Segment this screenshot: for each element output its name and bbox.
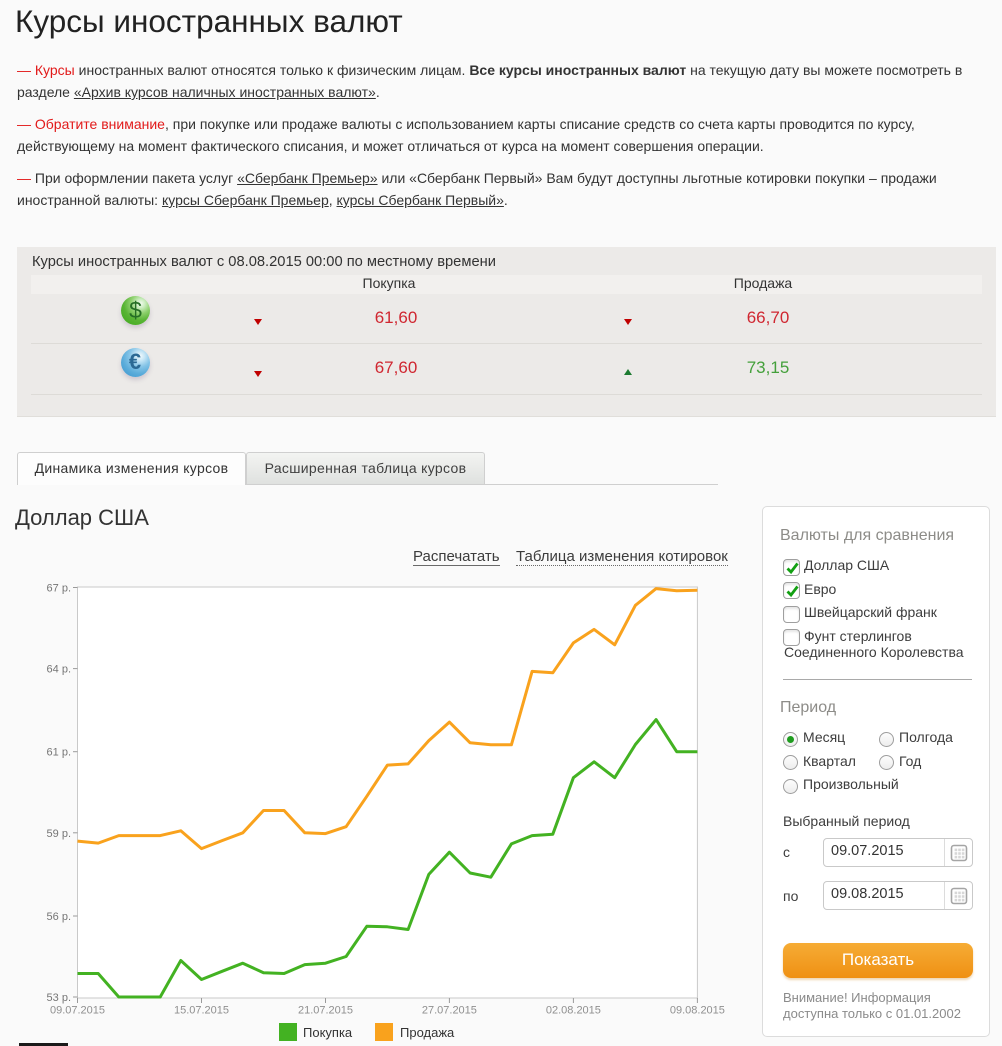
svg-text:15.07.2015: 15.07.2015 <box>174 1005 229 1017</box>
svg-text:27.07.2015: 27.07.2015 <box>422 1005 477 1017</box>
svg-text:Покупка: Покупка <box>303 1025 353 1040</box>
svg-text:67 р.: 67 р. <box>47 583 71 595</box>
svg-text:21.07.2015: 21.07.2015 <box>298 1005 353 1017</box>
svg-text:09.08.2015: 09.08.2015 <box>670 1005 725 1017</box>
svg-text:59 р.: 59 р. <box>47 828 71 840</box>
svg-text:09.07.2015: 09.07.2015 <box>50 1005 105 1017</box>
svg-text:53 р.: 53 р. <box>47 992 71 1004</box>
svg-text:64 р.: 64 р. <box>47 664 71 676</box>
svg-text:56 р.: 56 р. <box>47 911 71 923</box>
svg-text:61 р.: 61 р. <box>47 747 71 759</box>
svg-text:Продажа: Продажа <box>400 1025 455 1040</box>
svg-text:02.08.2015: 02.08.2015 <box>546 1005 601 1017</box>
